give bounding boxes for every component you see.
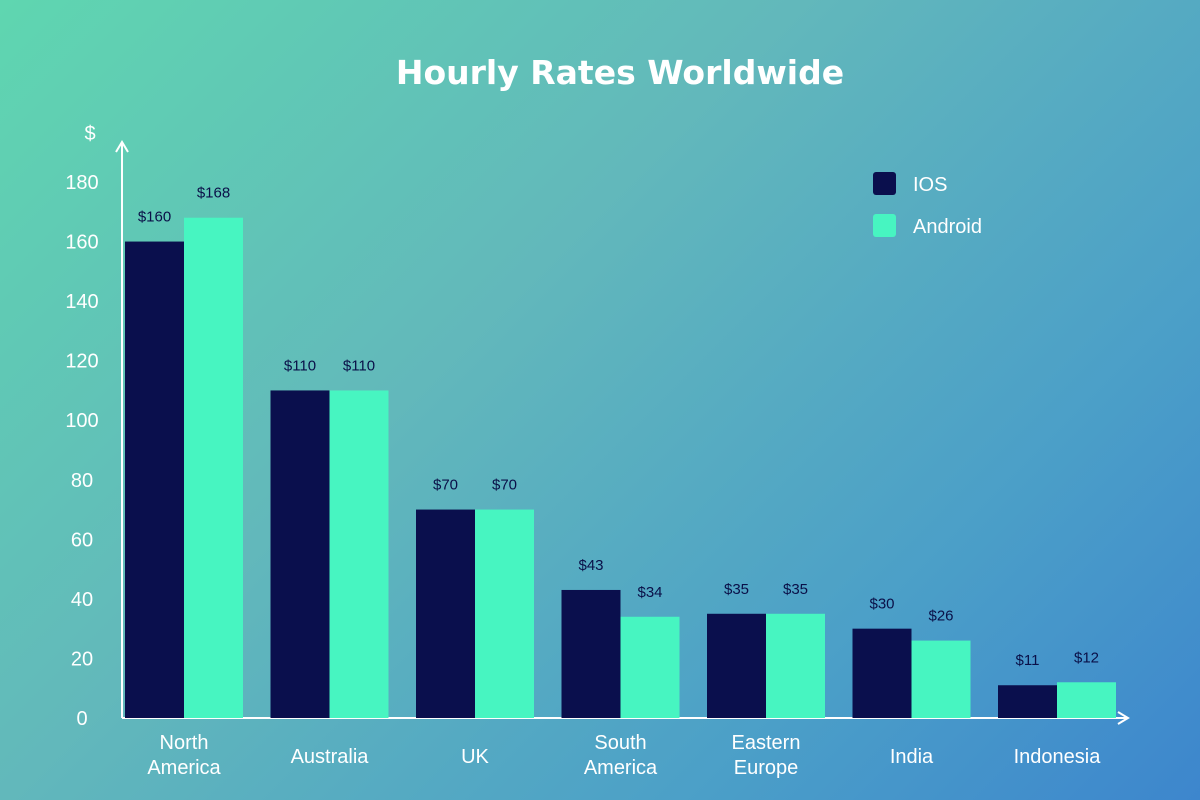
y-tick-label: 80: [71, 470, 93, 492]
bar-android: [1057, 682, 1116, 718]
x-tick-label: India: [890, 746, 934, 768]
x-tick-label: Eastern: [732, 732, 801, 754]
legend: IOS Android: [873, 172, 982, 238]
bar-ios: [852, 628, 912, 718]
y-axis-label: $: [84, 123, 95, 145]
y-tick-label: 40: [71, 589, 93, 611]
chart-title: Hourly Rates Worldwide: [396, 53, 844, 92]
bar-value-label: $34: [637, 584, 662, 601]
bar-value-label: $110: [284, 357, 316, 374]
bar-value-label: $70: [492, 477, 517, 494]
x-tick-label: Indonesia: [1014, 746, 1102, 768]
bar-android: [329, 390, 389, 718]
y-axis-arrow-icon: [115, 140, 129, 153]
category-labels-group: North America Australia UK South America Easte…: [147, 732, 1101, 779]
y-tick-label: 100: [65, 410, 98, 432]
x-tick-label: America: [147, 757, 221, 779]
y-tick-label: 60: [71, 529, 93, 551]
bar-ios: [707, 613, 766, 718]
bar-value-label: $110: [343, 357, 375, 374]
bar-ios: [125, 241, 184, 719]
x-tick-label: UK: [461, 746, 489, 768]
data-labels-group: $160 $168 $110 $110 $70 $70 $43 $34 $35 $35 $30 $26…: [138, 185, 1099, 670]
y-tick-label: 160: [65, 232, 98, 254]
legend-label-android: Android: [913, 216, 982, 238]
bar-ios: [416, 509, 475, 718]
bar-value-label: $35: [724, 581, 749, 598]
legend-swatch-android: [873, 214, 896, 237]
bars-group: [125, 217, 1116, 719]
y-tick-label: 20: [71, 648, 93, 670]
x-tick-label: Australia: [291, 746, 370, 768]
y-tick-label: 0: [76, 708, 87, 730]
y-tick-label: 180: [65, 172, 98, 194]
bar-ios: [998, 685, 1057, 718]
y-tick-label: 120: [65, 351, 98, 373]
bar-value-label: $26: [928, 608, 953, 625]
bar-value-label: $11: [1016, 652, 1040, 669]
bar-ios: [561, 589, 621, 718]
x-tick-label: America: [584, 757, 658, 779]
bar-value-label: $168: [197, 185, 230, 202]
bar-value-label: $70: [433, 477, 458, 494]
bar-ios: [270, 390, 330, 718]
legend-swatch-ios: [873, 172, 896, 195]
bar-value-label: $43: [578, 557, 603, 574]
x-axis-arrow-icon: [1117, 711, 1130, 725]
x-tick-label: South: [594, 732, 646, 754]
bar-android: [620, 616, 680, 718]
bar-android: [766, 613, 825, 718]
legend-label-ios: IOS: [913, 174, 947, 196]
bar-android: [184, 217, 243, 718]
x-tick-label: North: [160, 732, 209, 754]
y-tick-label: 140: [65, 291, 98, 313]
y-axis: 0 20 40 60 80 100 120 140 160 180: [65, 140, 129, 730]
bar-android: [911, 640, 971, 718]
bar-android: [475, 509, 534, 718]
x-tick-label: Europe: [734, 757, 799, 779]
bar-value-label: $30: [869, 596, 894, 613]
bar-value-label: $160: [138, 209, 171, 226]
bar-value-label: $35: [783, 581, 808, 598]
bar-value-label: $12: [1074, 649, 1099, 666]
